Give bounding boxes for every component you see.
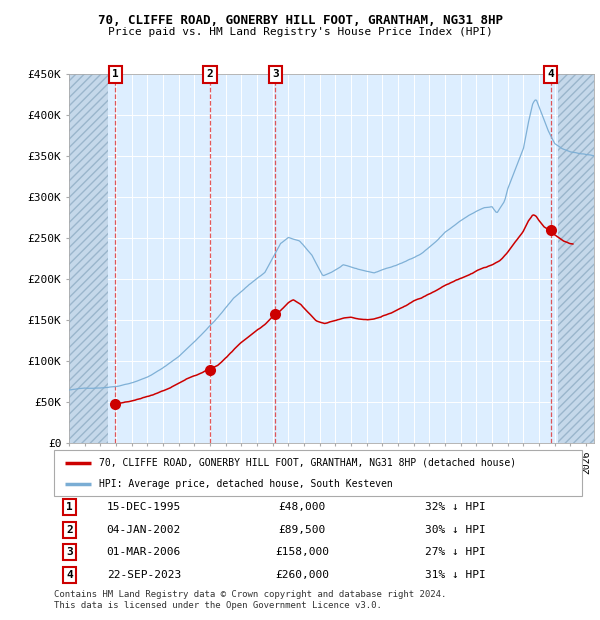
Bar <box>558 74 594 443</box>
FancyBboxPatch shape <box>54 450 582 496</box>
Text: 15-DEC-1995: 15-DEC-1995 <box>107 502 181 512</box>
Text: 4: 4 <box>547 69 554 79</box>
Text: 01-MAR-2006: 01-MAR-2006 <box>107 547 181 557</box>
Text: 22-SEP-2023: 22-SEP-2023 <box>107 570 181 580</box>
Text: 27% ↓ HPI: 27% ↓ HPI <box>425 547 485 557</box>
Text: 70, CLIFFE ROAD, GONERBY HILL FOOT, GRANTHAM, NG31 8HP (detached house): 70, CLIFFE ROAD, GONERBY HILL FOOT, GRAN… <box>99 458 516 467</box>
Text: £260,000: £260,000 <box>275 570 329 580</box>
Text: 30% ↓ HPI: 30% ↓ HPI <box>425 525 485 534</box>
Bar <box>69 74 108 443</box>
Text: Contains HM Land Registry data © Crown copyright and database right 2024.
This d: Contains HM Land Registry data © Crown c… <box>54 590 446 609</box>
Text: 32% ↓ HPI: 32% ↓ HPI <box>425 502 485 512</box>
Text: 4: 4 <box>67 570 73 580</box>
Text: 3: 3 <box>272 69 279 79</box>
Text: 1: 1 <box>67 502 73 512</box>
Text: HPI: Average price, detached house, South Kesteven: HPI: Average price, detached house, Sout… <box>99 479 392 489</box>
Text: £48,000: £48,000 <box>278 502 326 512</box>
Text: Price paid vs. HM Land Registry's House Price Index (HPI): Price paid vs. HM Land Registry's House … <box>107 27 493 37</box>
Text: 70, CLIFFE ROAD, GONERBY HILL FOOT, GRANTHAM, NG31 8HP: 70, CLIFFE ROAD, GONERBY HILL FOOT, GRAN… <box>97 14 503 27</box>
Text: £158,000: £158,000 <box>275 547 329 557</box>
Text: 2: 2 <box>67 525 73 534</box>
Text: 1: 1 <box>112 69 119 79</box>
Text: 3: 3 <box>67 547 73 557</box>
Text: 2: 2 <box>207 69 214 79</box>
Text: 04-JAN-2002: 04-JAN-2002 <box>107 525 181 534</box>
Text: 31% ↓ HPI: 31% ↓ HPI <box>425 570 485 580</box>
Text: £89,500: £89,500 <box>278 525 326 534</box>
